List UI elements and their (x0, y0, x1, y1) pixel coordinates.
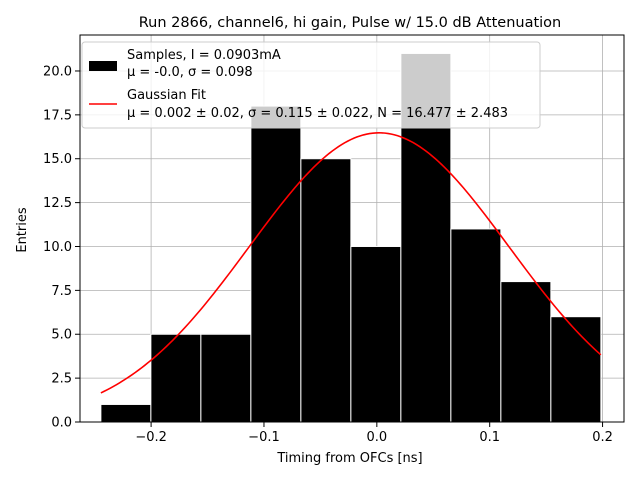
y-tick-label: 7.5 (51, 284, 72, 299)
y-tick-label: 0.0 (51, 416, 72, 431)
x-tick-label: 0.2 (592, 430, 613, 445)
histogram-bar (100, 403, 152, 423)
y-tick-label: 20.0 (43, 64, 72, 79)
x-tick-label: 0.1 (479, 430, 500, 445)
histogram-bar (500, 281, 552, 423)
histogram-bar (300, 158, 352, 423)
plot-frame (79, 34, 625, 423)
y-axis-label: Entries (15, 207, 30, 253)
histogram-bar (250, 105, 302, 423)
x-tick-label: −0.2 (135, 430, 167, 445)
y-tick-label: 5.0 (51, 328, 72, 343)
histogram-bar (150, 333, 202, 423)
legend-box (81, 41, 541, 129)
x-tick-label: 0.0 (366, 430, 387, 445)
y-tick-label: 17.5 (43, 108, 72, 123)
histogram-bars (100, 52, 602, 423)
y-tick-label: 15.0 (43, 152, 72, 167)
gaussian-fit-line (100, 132, 602, 394)
legend-samples-swatch (89, 61, 117, 71)
x-axis-ticks: −0.2 −0.1 0.0 0.1 0.2 (135, 422, 613, 445)
histogram-bar (200, 333, 252, 423)
y-axis-ticks: 0.0 2.5 5.0 7.5 10.0 12.5 15.0 17.5 20.0 (43, 64, 80, 431)
x-tick-label: −0.1 (248, 430, 280, 445)
gaussian-fit-layer (100, 132, 602, 394)
histogram-bar (550, 316, 602, 423)
y-tick-label: 2.5 (51, 372, 72, 387)
legend: Samples, I = 0.0903mA μ = -0.0, σ = 0.09… (81, 41, 541, 129)
y-tick-label: 12.5 (43, 196, 72, 211)
y-tick-label: 10.0 (43, 240, 72, 255)
x-axis-label: Timing from OFCs [ns] (276, 451, 422, 466)
chart-title: Run 2866, channel6, hi gain, Pulse w/ 15… (139, 15, 562, 31)
legend-fit-params: μ = 0.002 ± 0.02, σ = 0.115 ± 0.022, N =… (127, 106, 508, 121)
legend-samples-label: Samples, I = 0.0903mA (127, 48, 281, 63)
histogram-bar (350, 245, 402, 423)
legend-fit-label: Gaussian Fit (127, 88, 206, 103)
legend-samples-stats: μ = -0.0, σ = 0.098 (127, 65, 253, 80)
histogram-bar (450, 228, 502, 423)
